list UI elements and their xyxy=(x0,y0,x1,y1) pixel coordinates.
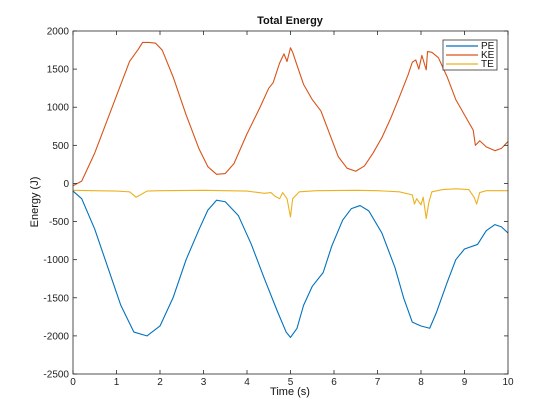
legend-label-ke: KE xyxy=(481,50,495,61)
y-tick-label: -2500 xyxy=(43,370,69,381)
x-tick-label: 3 xyxy=(201,377,207,388)
series-layer xyxy=(72,41,509,338)
series-line-pe xyxy=(72,190,509,338)
series-line-ke xyxy=(72,41,509,187)
y-tick-label: 1000 xyxy=(47,103,70,114)
x-tick-label: 9 xyxy=(462,377,468,388)
y-axis-label: Energy (J) xyxy=(29,177,41,228)
y-tick-label: -500 xyxy=(49,217,69,228)
axes-layer: 0 1 2 3 4 5 6 7 8 9 10 -2500 -2000 -1500 -1000 -500 0 500… xyxy=(43,27,514,389)
x-tick-label: 0 xyxy=(70,377,76,388)
y-tick-label: -2000 xyxy=(43,331,69,342)
x-tick-label: 2 xyxy=(157,377,163,388)
y-tick-label: 1500 xyxy=(47,65,70,76)
x-tick-label: 4 xyxy=(244,377,250,388)
y-tick-label: 0 xyxy=(63,179,69,190)
x-tick-label: 7 xyxy=(375,377,381,388)
x-tick-label: 6 xyxy=(331,377,337,388)
x-tick-label: 5 xyxy=(288,377,294,388)
y-tick-label: 500 xyxy=(52,141,69,152)
legend-label-te: TE xyxy=(481,59,494,70)
x-tick-label: 8 xyxy=(418,377,424,388)
chart-title: Total Energy xyxy=(257,15,324,27)
y-tick-label: -1500 xyxy=(43,293,69,304)
series-line-te xyxy=(72,188,508,220)
y-tick-label: -1000 xyxy=(43,255,69,266)
x-axis-label: Time (s) xyxy=(270,386,310,398)
legend-label-pe: PE xyxy=(481,41,495,52)
y-tick-label: 2000 xyxy=(47,27,70,38)
plot-area xyxy=(73,31,508,374)
legend: PE KE TE xyxy=(442,39,498,71)
x-tick-label: 10 xyxy=(502,377,514,388)
x-tick-label: 1 xyxy=(114,377,120,388)
